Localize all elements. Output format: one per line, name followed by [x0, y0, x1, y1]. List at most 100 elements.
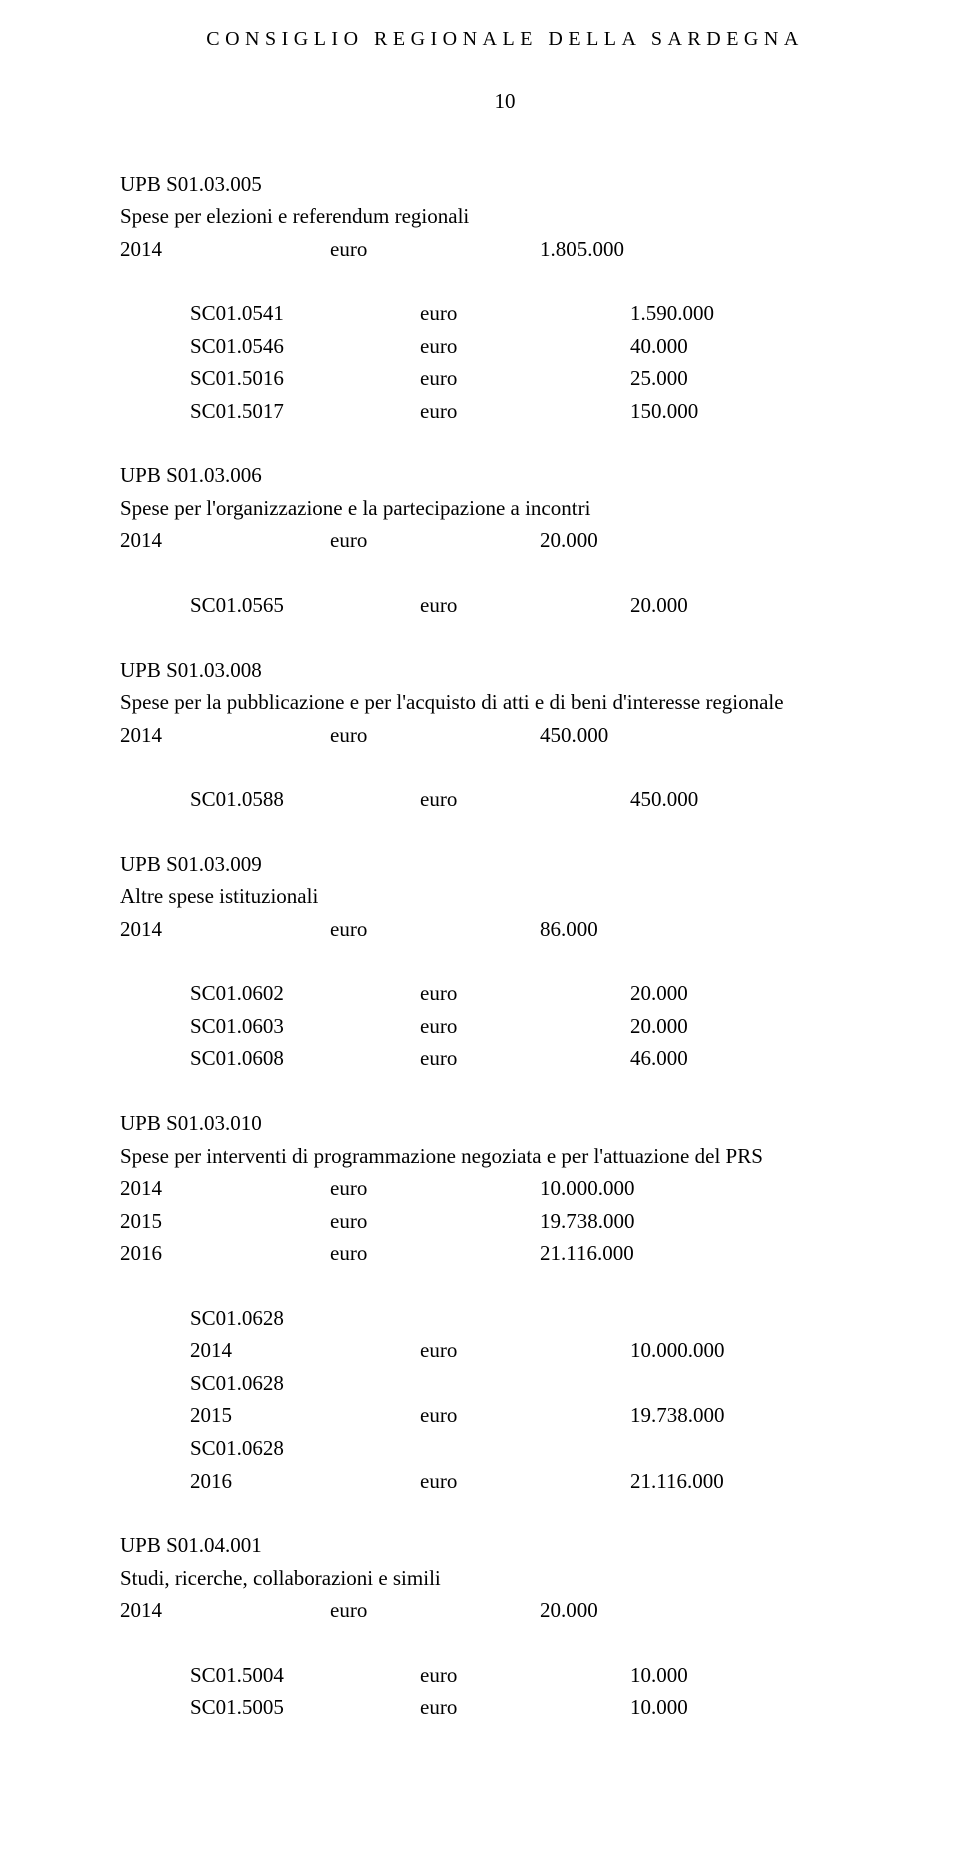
total-row: 2014euro86.000 — [120, 913, 890, 946]
upb-code: UPB S01.03.005 — [120, 168, 890, 201]
row-currency: euro — [330, 913, 540, 946]
row-label: SC01.5005 — [190, 1691, 420, 1724]
upb-block: UPB S01.03.009Altre spese istituzionali2… — [120, 848, 890, 1075]
total-row: 2014euro450.000 — [120, 719, 890, 752]
upb-title: Spese per la pubblicazione e per l'acqui… — [120, 686, 890, 719]
sub-year-row: 2014euro10.000.000 — [190, 1334, 890, 1367]
sub-row: SC01.0602euro20.000 — [190, 977, 890, 1010]
row-label: 2016 — [190, 1465, 420, 1498]
row-value: 20.000 — [540, 1594, 598, 1627]
document-body: UPB S01.03.005Spese per elezioni e refer… — [120, 168, 890, 1724]
row-currency: euro — [420, 297, 630, 330]
upb-block: UPB S01.03.006Spese per l'organizzazione… — [120, 459, 890, 621]
upb-title: Spese per elezioni e referendum regional… — [120, 200, 890, 233]
row-value: 10.000.000 — [630, 1334, 725, 1367]
row-label: SC01.5004 — [190, 1659, 420, 1692]
sub-row: SC01.5016euro25.000 — [190, 362, 890, 395]
sub-code: SC01.0628 — [190, 1432, 890, 1465]
sub-row: SC01.0603euro20.000 — [190, 1010, 890, 1043]
row-label: SC01.0565 — [190, 589, 420, 622]
upb-title: Spese per l'organizzazione e la partecip… — [120, 492, 890, 525]
row-currency: euro — [420, 330, 630, 363]
sub-row: SC01.5005euro10.000 — [190, 1691, 890, 1724]
sub-row: SC01.0541euro1.590.000 — [190, 297, 890, 330]
row-label: SC01.5016 — [190, 362, 420, 395]
row-currency: euro — [420, 977, 630, 1010]
row-currency: euro — [420, 1691, 630, 1724]
row-currency: euro — [420, 1465, 630, 1498]
spacer — [120, 1627, 890, 1659]
document-page: CONSIGLIO REGIONALE DELLA SARDEGNA 10 UP… — [0, 0, 960, 1816]
sub-row: SC01.0565euro20.000 — [190, 589, 890, 622]
row-label: SC01.0546 — [190, 330, 420, 363]
upb-code: UPB S01.03.008 — [120, 654, 890, 687]
sub-row: SC01.0588euro450.000 — [190, 783, 890, 816]
upb-code: UPB S01.03.009 — [120, 848, 890, 881]
row-currency: euro — [420, 1659, 630, 1692]
sub-code: SC01.0628 — [190, 1367, 890, 1400]
sub-row: SC01.0546euro40.000 — [190, 330, 890, 363]
sub-row: SC01.0608euro46.000 — [190, 1042, 890, 1075]
total-row: 2016euro21.116.000 — [120, 1237, 890, 1270]
upb-block: UPB S01.03.005Spese per elezioni e refer… — [120, 168, 890, 428]
row-label: SC01.5017 — [190, 395, 420, 428]
row-label: 2016 — [120, 1237, 330, 1270]
sub-code: SC01.0628 — [190, 1302, 890, 1335]
sub-row: SC01.5017euro150.000 — [190, 395, 890, 428]
row-currency: euro — [330, 1594, 540, 1627]
row-value: 19.738.000 — [540, 1205, 635, 1238]
row-currency: euro — [330, 1237, 540, 1270]
sub-rows: SC01.0565euro20.000 — [120, 589, 890, 622]
row-value: 10.000 — [630, 1691, 688, 1724]
sub-rows: SC01.06282014euro10.000.000SC01.06282015… — [120, 1302, 890, 1497]
row-value: 20.000 — [630, 589, 688, 622]
row-value: 10.000 — [630, 1659, 688, 1692]
sub-rows: SC01.0541euro1.590.000SC01.0546euro40.00… — [120, 297, 890, 427]
total-row: 2014euro20.000 — [120, 524, 890, 557]
row-currency: euro — [420, 1334, 630, 1367]
row-label: 2015 — [190, 1399, 420, 1432]
row-value: 21.116.000 — [630, 1465, 724, 1498]
sub-row: SC01.5004euro10.000 — [190, 1659, 890, 1692]
row-value: 46.000 — [630, 1042, 688, 1075]
row-label: SC01.0603 — [190, 1010, 420, 1043]
total-row: 2014euro10.000.000 — [120, 1172, 890, 1205]
row-label: 2014 — [120, 1172, 330, 1205]
sub-year-row: 2015euro19.738.000 — [190, 1399, 890, 1432]
upb-title: Studi, ricerche, collaborazioni e simili — [120, 1562, 890, 1595]
sub-year-row: 2016euro21.116.000 — [190, 1465, 890, 1498]
row-currency: euro — [420, 1399, 630, 1432]
upb-title: Altre spese istituzionali — [120, 880, 890, 913]
row-currency: euro — [420, 395, 630, 428]
row-label: 2015 — [120, 1205, 330, 1238]
row-label: 2014 — [120, 233, 330, 266]
total-row: 2015euro19.738.000 — [120, 1205, 890, 1238]
total-row: 2014euro20.000 — [120, 1594, 890, 1627]
row-label: 2014 — [190, 1334, 420, 1367]
row-value: 40.000 — [630, 330, 688, 363]
row-currency: euro — [330, 1205, 540, 1238]
row-value: 150.000 — [630, 395, 698, 428]
upb-title: Spese per interventi di programmazione n… — [120, 1140, 890, 1173]
row-value: 25.000 — [630, 362, 688, 395]
spacer — [120, 557, 890, 589]
row-currency: euro — [420, 783, 630, 816]
upb-block: UPB S01.04.001Studi, ricerche, collabora… — [120, 1529, 890, 1724]
row-label: SC01.0541 — [190, 297, 420, 330]
sub-rows: SC01.0602euro20.000SC01.0603euro20.000SC… — [120, 977, 890, 1075]
sub-rows: SC01.5004euro10.000SC01.5005euro10.000 — [120, 1659, 890, 1724]
upb-block: UPB S01.03.010Spese per interventi di pr… — [120, 1107, 890, 1497]
sub-rows: SC01.0588euro450.000 — [120, 783, 890, 816]
row-value: 1.805.000 — [540, 233, 624, 266]
row-label: 2014 — [120, 1594, 330, 1627]
row-label: 2014 — [120, 913, 330, 946]
upb-block: UPB S01.03.008Spese per la pubblicazione… — [120, 654, 890, 816]
spacer — [120, 945, 890, 977]
row-label: SC01.0588 — [190, 783, 420, 816]
total-row: 2014euro1.805.000 — [120, 233, 890, 266]
row-currency: euro — [330, 524, 540, 557]
row-currency: euro — [330, 1172, 540, 1205]
row-value: 10.000.000 — [540, 1172, 635, 1205]
row-currency: euro — [420, 1010, 630, 1043]
row-label: 2014 — [120, 524, 330, 557]
